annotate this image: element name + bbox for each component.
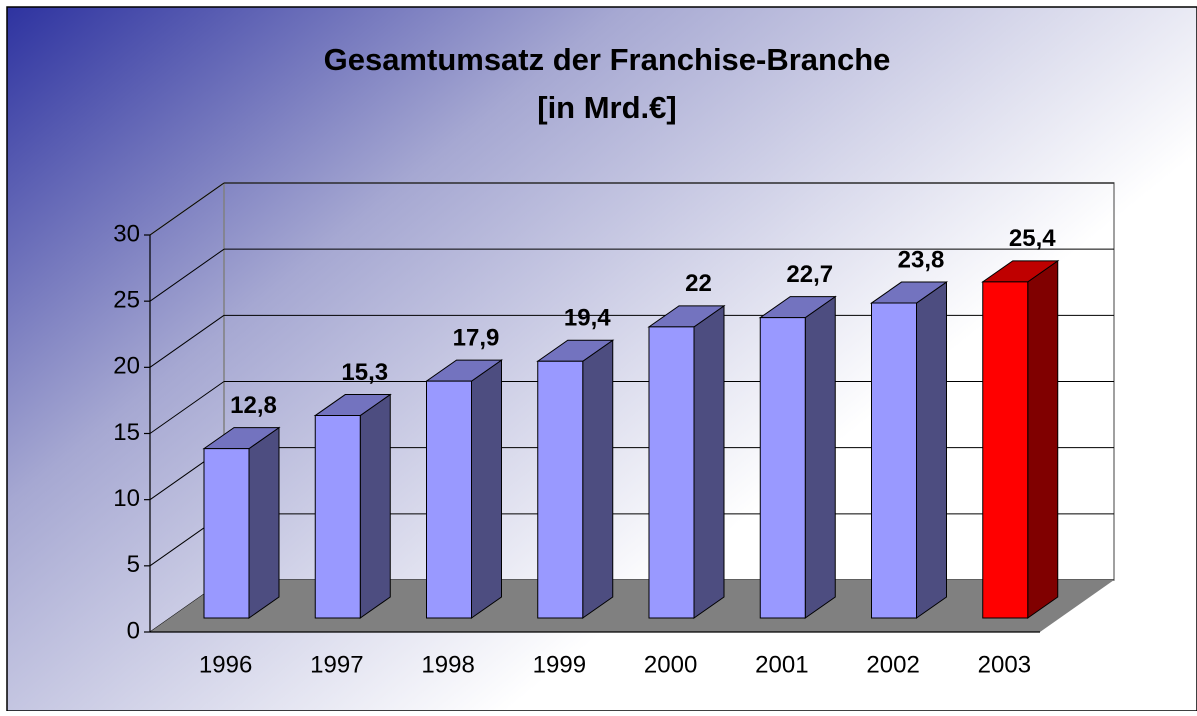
value-label: 12,8 [230,392,277,419]
bar-side [471,359,502,619]
bar-side [804,295,836,619]
bar-front [648,326,695,619]
x-tick-label: 2001 [755,651,808,678]
bar-front [759,317,806,619]
side-grid-line [149,182,225,236]
bar-front [426,380,472,619]
plot-area: 0 5 10 15 20 25 30 1996 12,8 1997 15,3 1998 17,9 1999… [113,182,1115,678]
y-tick-label: 0 [127,617,140,644]
bar-front [314,415,361,619]
bar [647,304,726,619]
side-grid-line [149,381,225,434]
bar [536,339,615,619]
floor [150,580,1114,632]
value-label: 23,8 [898,246,945,273]
x-tick-label: 2000 [644,651,697,678]
value-label: 25,4 [1009,225,1056,252]
side-grid-line [149,314,225,368]
x-tick-label: 2002 [866,651,919,678]
bar [869,281,949,619]
y-tick-label: 25 [113,287,140,314]
bar-front [982,281,1029,619]
bar [424,359,504,619]
y-tick-label: 5 [127,551,140,578]
chart-subtitle: [in Mrd.€] [537,90,677,125]
bar [202,426,281,619]
bar-side [359,393,391,619]
bar-side [916,281,947,619]
bar [758,295,837,619]
x-tick-label: 1998 [421,651,474,678]
y-tick-label: 20 [113,353,140,380]
x-tick-label: 1997 [310,651,363,678]
bar-side [248,426,280,619]
value-label: 17,9 [453,324,500,351]
bar-front [537,360,584,619]
bar-front [871,302,917,619]
value-label: 22,7 [786,261,833,288]
x-tick-label: 1996 [199,651,252,678]
bar [313,393,392,619]
bar-side [1027,259,1059,619]
bar-front [203,448,250,619]
chart-title: Gesamtumsatz der Franchise-Branche [324,42,891,77]
x-tick-label: 2003 [978,651,1031,678]
y-tick-label: 30 [113,220,140,247]
value-label: 15,3 [341,359,388,386]
value-label: 22 [685,270,712,297]
bar-side [582,339,614,619]
value-label: 19,4 [564,305,611,332]
bar [981,259,1060,619]
bar-side [693,304,725,619]
x-tick-label: 1999 [533,651,586,678]
y-tick-label: 15 [113,419,140,446]
y-tick-label: 10 [113,485,140,512]
side-grid-line [149,248,225,302]
